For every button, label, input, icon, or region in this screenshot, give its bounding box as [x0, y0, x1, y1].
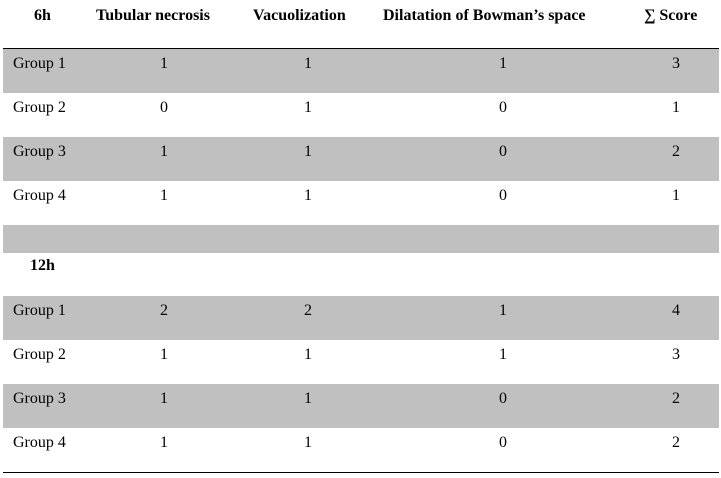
table-row: Group 3 1 1 0 2 [3, 137, 719, 181]
header-dilatation-bowmans-space: Dilatation of Bowman’s space [383, 7, 586, 24]
dilatation-value: 1 [499, 302, 507, 319]
vacuolization-value: 1 [304, 99, 312, 116]
necrosis-value: 1 [160, 187, 168, 204]
section-header-12h: 12h [3, 253, 719, 296]
header-vacuolization: Vacuolization [253, 7, 346, 24]
vacuolization-value: 1 [304, 187, 312, 204]
group-label: Group 4 [13, 434, 66, 451]
necrosis-value: 1 [160, 434, 168, 451]
table-row: Group 4 1 1 0 2 [3, 428, 719, 473]
section-label-12h: 12h [30, 257, 55, 274]
dilatation-value: 0 [499, 99, 507, 116]
dilatation-value: 0 [499, 390, 507, 407]
dilatation-value: 0 [499, 434, 507, 451]
dilatation-value: 0 [499, 143, 507, 160]
score-value: 1 [672, 99, 680, 116]
header-tubular-necrosis: Tubular necrosis [96, 7, 210, 24]
dilatation-value: 0 [499, 187, 507, 204]
table-header-row: 6h Tubular necrosis Vacuolization Dilata… [3, 0, 719, 49]
necrosis-value: 1 [160, 55, 168, 72]
necrosis-value: 1 [160, 390, 168, 407]
score-value: 1 [672, 187, 680, 204]
dilatation-value: 1 [499, 55, 507, 72]
score-value: 2 [672, 143, 680, 160]
score-value: 3 [672, 55, 680, 72]
table-row: Group 4 1 1 0 1 [3, 181, 719, 225]
table-row: Group 2 1 1 1 3 [3, 340, 719, 384]
vacuolization-value: 1 [304, 55, 312, 72]
vacuolization-value: 1 [304, 143, 312, 160]
group-label: Group 3 [13, 390, 66, 407]
vacuolization-value: 1 [304, 390, 312, 407]
vacuolization-value: 1 [304, 346, 312, 363]
group-label: Group 1 [13, 302, 66, 319]
group-label: Group 3 [13, 143, 66, 160]
score-table: 6h Tubular necrosis Vacuolization Dilata… [3, 0, 719, 473]
score-value: 2 [672, 390, 680, 407]
group-label: Group 4 [13, 187, 66, 204]
necrosis-value: 1 [160, 346, 168, 363]
table-row: Group 1 2 2 1 4 [3, 296, 719, 340]
score-value: 4 [672, 302, 680, 319]
dilatation-value: 1 [499, 346, 507, 363]
table-row: Group 1 1 1 1 3 [3, 49, 719, 93]
header-score: ∑ Score [644, 7, 698, 24]
vacuolization-value: 2 [304, 302, 312, 319]
header-6h: 6h [34, 7, 51, 24]
score-value: 3 [672, 346, 680, 363]
group-label: Group 1 [13, 55, 66, 72]
necrosis-value: 1 [160, 143, 168, 160]
necrosis-value: 2 [160, 302, 168, 319]
vacuolization-value: 1 [304, 434, 312, 451]
group-label: Group 2 [13, 346, 66, 363]
table-row: Group 3 1 1 0 2 [3, 384, 719, 428]
group-label: Group 2 [13, 99, 66, 116]
score-value: 2 [672, 434, 680, 451]
section-separator [3, 225, 719, 253]
table-row: Group 2 0 1 0 1 [3, 93, 719, 137]
necrosis-value: 0 [160, 99, 168, 116]
